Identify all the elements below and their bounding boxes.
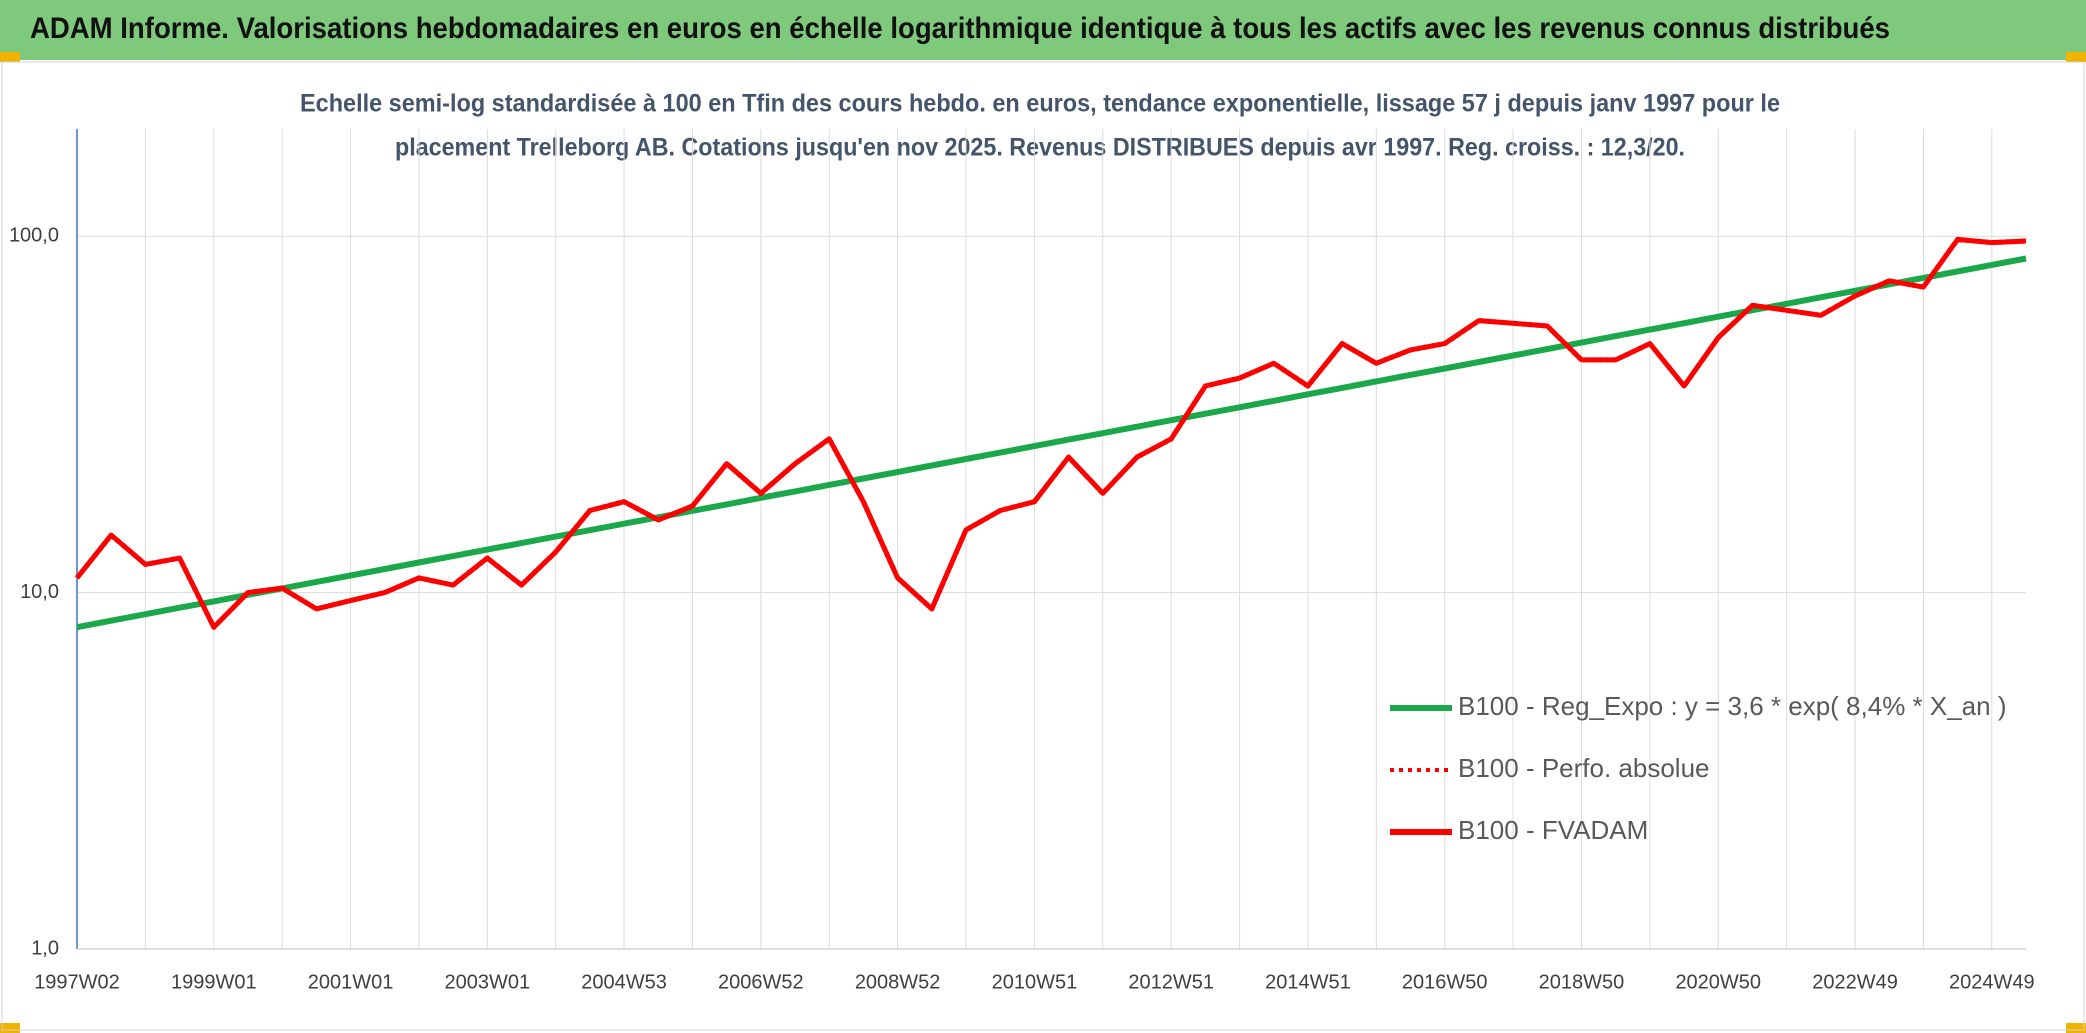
x-tick-label: 2024W49 — [1949, 971, 2035, 993]
x-tick-label: 2010W51 — [992, 971, 1078, 993]
series-line — [75, 236, 2027, 630]
series-line — [76, 255, 2027, 631]
corner — [2066, 52, 2086, 62]
x-tick-label: 2004W53 — [581, 971, 667, 993]
frame — [1, 61, 2085, 1031]
x-tick-label: 2020W50 — [1675, 971, 1761, 993]
chart-subtitle: Echelle semi-log standardisée à 100 en T… — [300, 90, 1780, 118]
y-tick-label: 1,0 — [31, 937, 59, 959]
x-tick-label: 2006W52 — [718, 971, 804, 993]
x-tick-label: 1997W02 — [34, 971, 120, 993]
x-tick-label: 2016W50 — [1402, 971, 1488, 993]
x-tick-label: 2012W51 — [1128, 971, 1214, 993]
legend-label: B100 - Perfo. absolue — [1458, 753, 1710, 783]
x-tick-label: 2003W01 — [445, 971, 531, 993]
legend-label: B100 - Reg_Expo : y = 3,6 * exp( 8,4% * … — [1458, 691, 2007, 721]
y-tick-label: 100,0 — [9, 225, 59, 247]
x-tick-label: 2014W51 — [1265, 971, 1351, 993]
y-tick-label: 10,0 — [20, 581, 59, 603]
x-tick-label: 2001W01 — [308, 971, 394, 993]
x-tick-label: 2022W49 — [1812, 971, 1898, 993]
x-tick-label: 1999W01 — [171, 971, 257, 993]
corner — [0, 1023, 20, 1033]
x-tick-label: 2008W52 — [855, 971, 941, 993]
chart-subtitle: placement Trelleborg AB. Cotations jusqu… — [395, 134, 1685, 162]
x-tick-label: 2018W50 — [1539, 971, 1625, 993]
chart-title: ADAM Informe. Valorisations hebdomadaire… — [30, 12, 1890, 45]
corner — [0, 52, 20, 62]
header-bar — [0, 0, 2086, 60]
legend-label: B100 - FVADAM — [1458, 815, 1648, 845]
corner — [2066, 1023, 2086, 1033]
